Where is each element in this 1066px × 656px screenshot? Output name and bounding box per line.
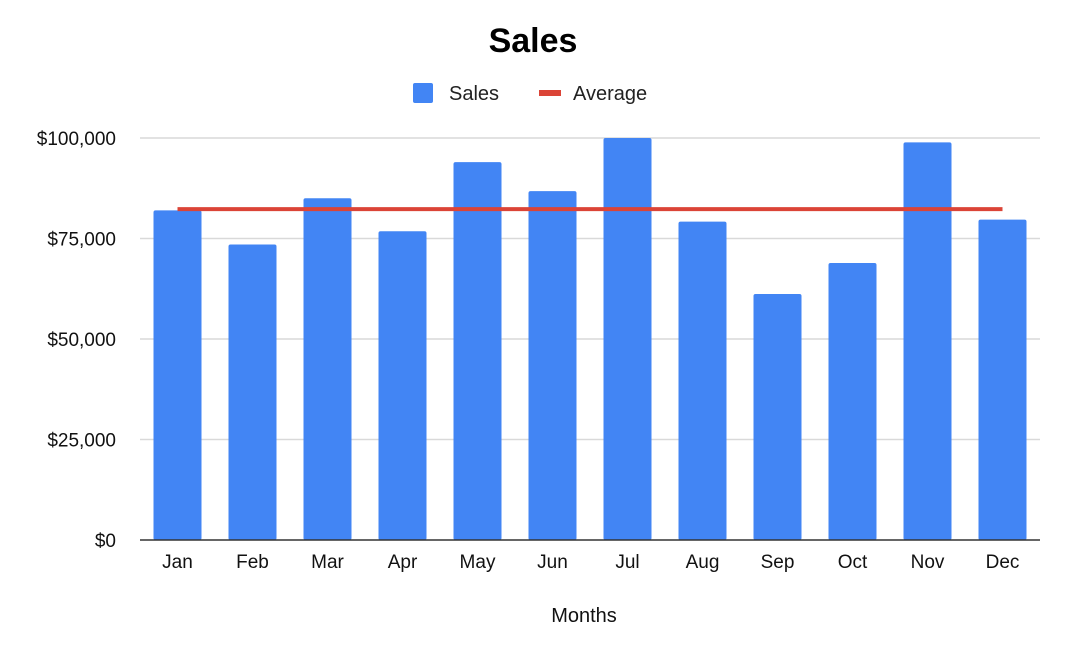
bar-sep [753,293,802,540]
bar-jun [528,191,577,540]
legend-swatch-sales [413,83,433,103]
x-tick-label: Jul [615,552,639,573]
legend-swatch-average [539,90,561,96]
y-axis-ticks: $0 $25,000 $50,000 $75,000 $100,000 [37,129,116,552]
sales-bars [153,138,1027,541]
x-tick-label: Jun [537,552,568,573]
bar-may [453,162,502,540]
x-tick-label: Apr [388,552,418,573]
x-tick-label: Sep [761,552,795,573]
bar-nov [903,142,952,540]
x-tick-label: Aug [686,552,720,573]
x-tick-label: Dec [986,552,1020,573]
bar-aug [678,221,727,540]
chart-title: Sales [489,22,578,60]
y-tick-label: $50,000 [47,330,116,351]
bar-jan [153,210,202,541]
y-tick-label: $0 [95,531,116,552]
bar-dec [978,219,1027,540]
bar-feb [228,244,277,540]
x-tick-label: Feb [236,552,269,573]
x-tick-label: Nov [911,552,945,573]
x-axis-title: Months [551,605,617,627]
y-tick-label: $75,000 [47,230,116,251]
y-tick-label: $100,000 [37,129,116,150]
gridlines [140,137,1040,441]
legend-label-sales: Sales [449,83,499,105]
x-tick-label: Oct [838,552,868,573]
x-axis-ticks: Jan Feb Mar Apr May Jun Jul Aug Sep Oct Nov Dec [162,552,1019,573]
legend: Sales Average [413,83,647,105]
x-tick-label: Jan [162,552,193,573]
x-tick-label: Mar [311,552,344,573]
bar-oct [828,263,877,540]
bar-jul [603,138,652,540]
legend-label-average: Average [573,83,647,105]
bar-apr [378,231,427,540]
y-tick-label: $25,000 [47,431,116,452]
bar-mar [303,198,352,541]
x-tick-label: May [460,552,496,573]
